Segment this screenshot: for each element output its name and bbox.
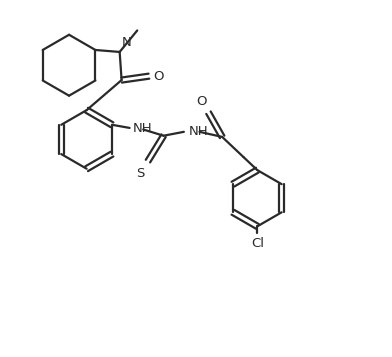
Text: Cl: Cl <box>251 237 264 250</box>
Text: N: N <box>122 36 131 49</box>
Text: S: S <box>136 167 144 180</box>
Text: O: O <box>153 70 163 83</box>
Text: NH: NH <box>189 125 208 137</box>
Text: O: O <box>196 95 207 108</box>
Text: NH: NH <box>132 122 152 135</box>
